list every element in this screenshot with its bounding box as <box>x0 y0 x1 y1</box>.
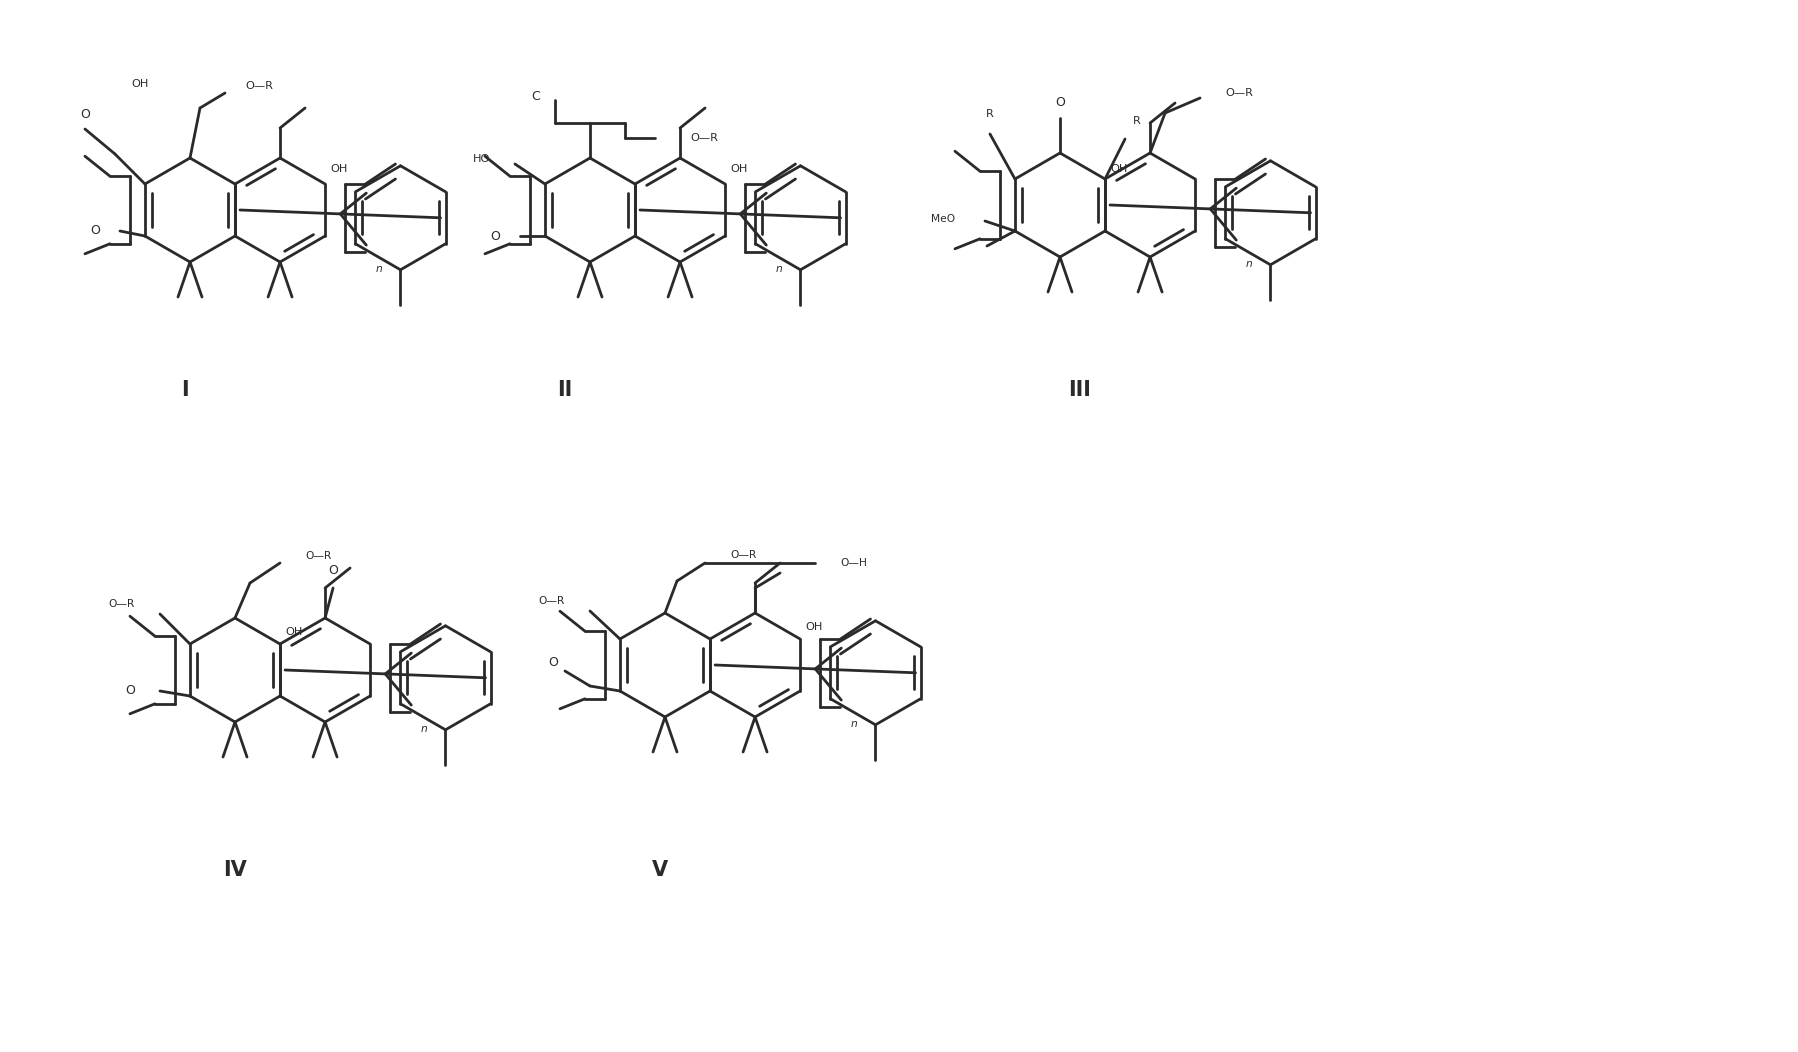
Text: n: n <box>850 719 856 729</box>
Text: O—R: O—R <box>538 596 565 606</box>
Text: O: O <box>126 685 135 697</box>
Text: OH: OH <box>1109 164 1127 174</box>
Text: O—R: O—R <box>245 81 273 92</box>
Text: O: O <box>79 107 90 121</box>
Text: O—R: O—R <box>306 551 331 561</box>
Text: OH: OH <box>730 164 746 174</box>
Text: O—R: O—R <box>730 550 755 560</box>
Text: III: III <box>1068 380 1091 400</box>
Text: O—R: O—R <box>690 133 717 143</box>
Text: MeO: MeO <box>930 214 955 224</box>
Text: V: V <box>651 859 667 881</box>
Text: n: n <box>775 264 782 274</box>
Text: O: O <box>327 564 338 576</box>
Text: OH: OH <box>806 622 822 632</box>
Text: n: n <box>421 724 426 733</box>
Text: R: R <box>1133 116 1140 126</box>
Text: I: I <box>182 380 189 400</box>
Text: IV: IV <box>223 859 246 881</box>
Text: O: O <box>90 224 101 238</box>
Text: C: C <box>530 89 539 102</box>
Text: O—H: O—H <box>840 558 867 568</box>
Text: n: n <box>1244 259 1251 268</box>
Text: O: O <box>548 656 557 669</box>
Text: O: O <box>489 229 500 243</box>
Text: R: R <box>985 109 992 119</box>
Text: n: n <box>376 264 381 274</box>
Text: OH: OH <box>131 79 149 89</box>
Text: O—R: O—R <box>1224 88 1251 98</box>
Text: HO: HO <box>473 154 489 164</box>
Text: II: II <box>557 380 572 400</box>
Text: O—R: O—R <box>108 599 135 609</box>
Text: O: O <box>1054 97 1064 109</box>
Text: OH: OH <box>284 627 302 638</box>
Text: OH: OH <box>329 164 347 174</box>
